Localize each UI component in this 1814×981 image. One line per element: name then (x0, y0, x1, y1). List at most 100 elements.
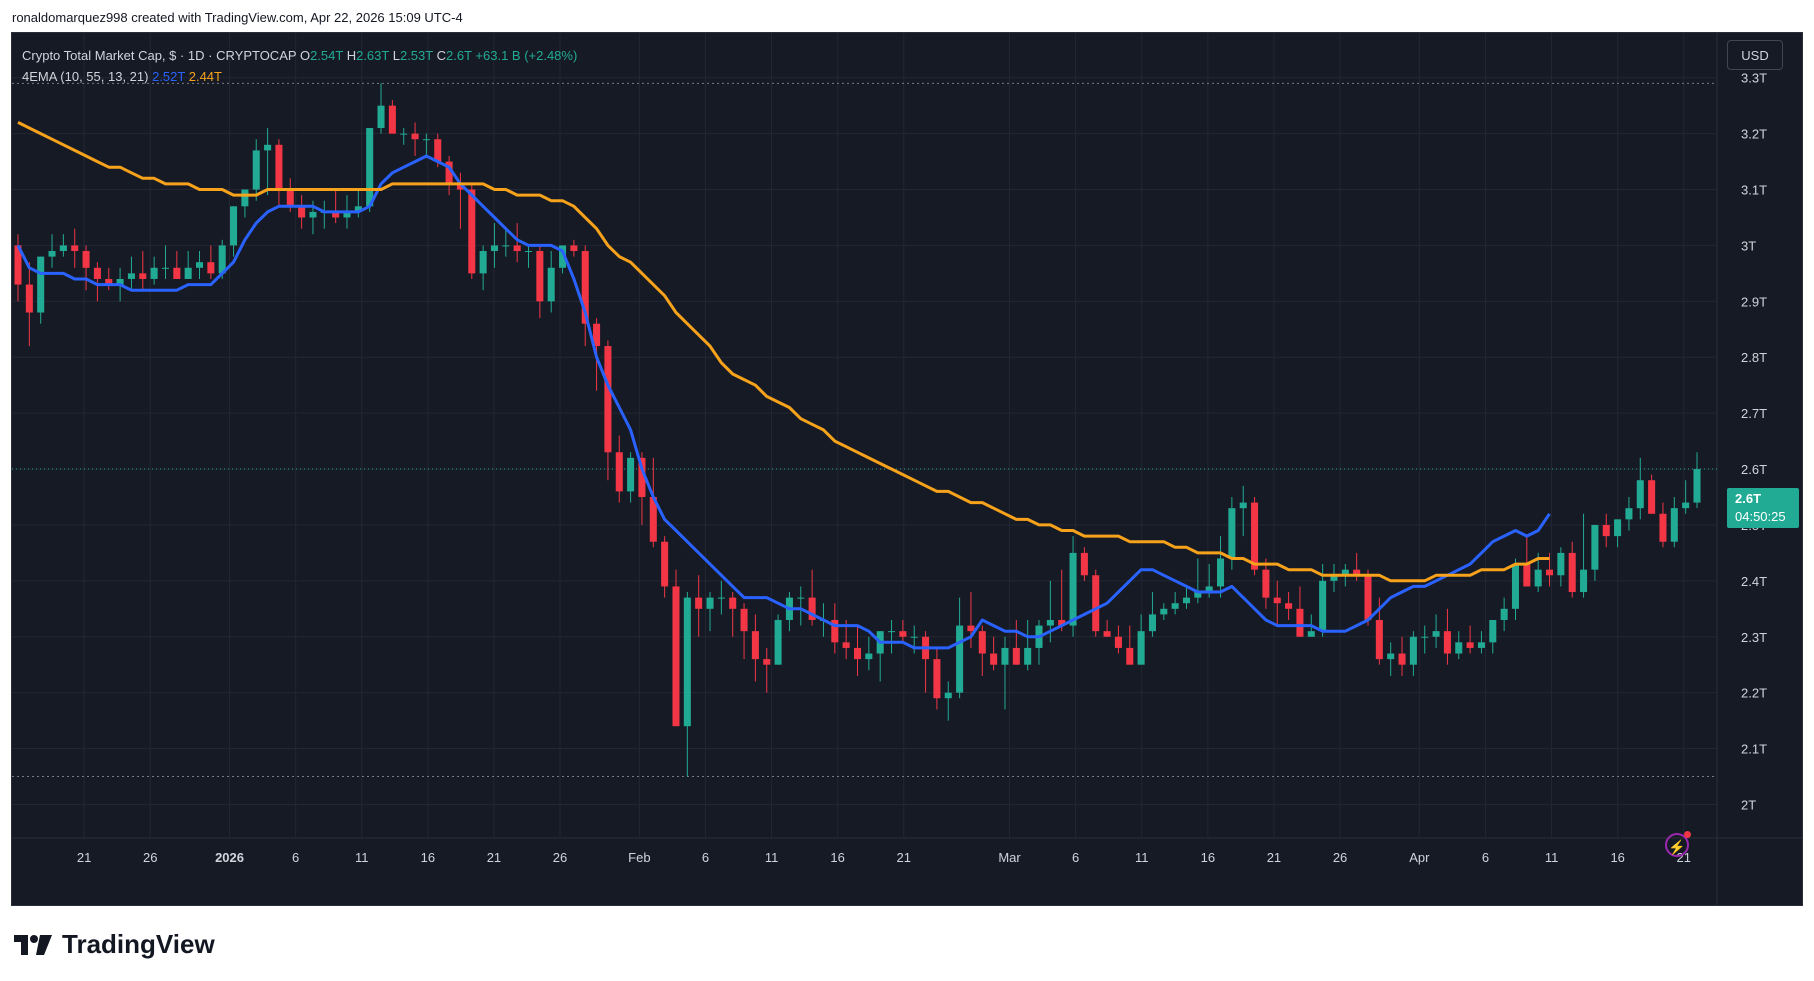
price-tick-label: 3.1T (1741, 183, 1767, 198)
price-tick-label: 2.4T (1741, 574, 1767, 589)
time-tick-label: 16 (1610, 850, 1624, 865)
candle-body (1137, 631, 1145, 665)
candle-body (298, 206, 306, 218)
candle-body (422, 139, 430, 141)
time-tick-label: 6 (702, 850, 709, 865)
candle-body (1012, 647, 1020, 665)
ema-slow-value: 2.44T (188, 69, 222, 84)
candle-body (82, 251, 90, 268)
price-tick-label: 2.1T (1741, 742, 1767, 757)
candle-body (649, 496, 657, 542)
candle-body (1182, 597, 1191, 604)
candle-body (1330, 575, 1338, 581)
candle-body (695, 597, 703, 609)
candle-body (1489, 619, 1497, 643)
candle-body (1534, 569, 1542, 587)
time-tick-label: 6 (292, 850, 299, 865)
candle-body (502, 245, 510, 247)
candle-body (853, 647, 862, 660)
candle-body (1171, 603, 1179, 609)
time-tick-label: 16 (1201, 850, 1215, 865)
time-tick-label: 26 (143, 850, 157, 865)
candle-body (195, 262, 204, 268)
candle-body (411, 133, 419, 140)
last-price-badge: 2.6T 04:50:25 (1727, 488, 1799, 528)
indicator-title[interactable]: 4EMA (10, 55, 13, 21) (22, 69, 149, 84)
high-label: H (346, 48, 357, 63)
candle-body (366, 128, 374, 207)
chart-legend: Crypto Total Market Cap, $ · 1D · CRYPTO… (22, 45, 577, 87)
candle-body (1228, 508, 1236, 559)
candle-body (218, 245, 226, 274)
low-value: 2.53T (399, 48, 433, 63)
chart-panel[interactable]: 3.3T3.2T3.1T3T2.9T2.8T2.7T2.6T2.5T2.4T2.… (11, 32, 1803, 906)
candle-body (37, 256, 45, 313)
open-value: 2.54T (310, 48, 344, 63)
tradingview-logo: TradingView (14, 929, 215, 960)
candle-body (127, 273, 135, 279)
brand-name: TradingView (62, 929, 215, 959)
candle-body (729, 597, 737, 609)
candle-body (309, 211, 317, 218)
price-axis[interactable]: 3.3T3.2T3.1T3T2.9T2.8T2.7T2.6T2.5T2.4T2.… (1741, 71, 1767, 813)
candle-body (332, 211, 340, 218)
candle-body (230, 206, 238, 246)
candle-body (93, 267, 101, 279)
candle-body (1273, 597, 1281, 604)
candle-body (751, 631, 759, 660)
currency-button[interactable]: USD (1727, 40, 1783, 70)
candle-body (615, 452, 623, 492)
candle-body (1387, 653, 1395, 660)
candle-body (1058, 619, 1066, 626)
candle-body (672, 586, 680, 727)
candle-body (1103, 631, 1111, 637)
candle-body (808, 597, 816, 620)
candle-body (14, 245, 22, 285)
candle-body (1670, 508, 1678, 542)
candle-body (1080, 552, 1088, 576)
candle-body (105, 278, 113, 285)
indicator-row: 4EMA (10, 55, 13, 21) 2.52T 2.44T (22, 66, 577, 87)
price-tick-label: 2.9T (1741, 294, 1767, 309)
candle-body (717, 597, 725, 599)
ema-lines (16, 121, 1551, 650)
price-tick-label: 3.2T (1741, 127, 1767, 142)
candle-body (1194, 592, 1202, 598)
candle-body (161, 267, 169, 269)
candle-body (797, 597, 805, 599)
candle-body (1024, 647, 1032, 665)
candle-body (956, 625, 964, 693)
lightning-icon[interactable]: ⚡ (1665, 831, 1691, 857)
candle-body (978, 631, 986, 654)
candle-body (241, 189, 249, 207)
candle-body (1001, 647, 1009, 665)
time-tick-label: 26 (553, 850, 567, 865)
candle-body (899, 631, 907, 637)
candle-body (1693, 469, 1701, 503)
time-tick-label: 11 (1545, 850, 1559, 865)
candle-body (1648, 480, 1656, 514)
price-tick-label: 2.8T (1741, 350, 1767, 365)
price-tick-label: 2T (1741, 797, 1756, 812)
candle-body (400, 133, 408, 135)
ema-fast-value: 2.52T (152, 69, 186, 84)
time-tick-label: 21 (487, 850, 501, 865)
candle-body (524, 251, 533, 253)
time-tick-label: 21 (1267, 850, 1281, 865)
grid (12, 33, 1717, 838)
candle-body (490, 245, 498, 252)
symbol-title[interactable]: Crypto Total Market Cap, $ · 1D · CRYPTO… (22, 48, 297, 63)
time-tick-label: 2026 (215, 850, 244, 865)
candle-body (1319, 580, 1327, 632)
candle-body (1409, 636, 1417, 665)
candle-body (1682, 502, 1690, 509)
candle-body (990, 653, 998, 665)
time-axis[interactable]: 21 26 2026 6 11 16 21 26 Feb 6 11 16 21 Mar 6 11 16 21 26 A… (77, 850, 1691, 865)
candle-body (1466, 642, 1474, 648)
candlestick-chart[interactable]: 3.3T3.2T3.1T3T2.9T2.8T2.7T2.6T2.5T2.4T2.… (12, 33, 1802, 905)
price-tick-label: 2.7T (1741, 406, 1767, 421)
last-price: 2.6T (1735, 491, 1762, 506)
candle-body (354, 206, 362, 212)
candle-body (1375, 619, 1383, 660)
candle-body (1523, 564, 1531, 587)
